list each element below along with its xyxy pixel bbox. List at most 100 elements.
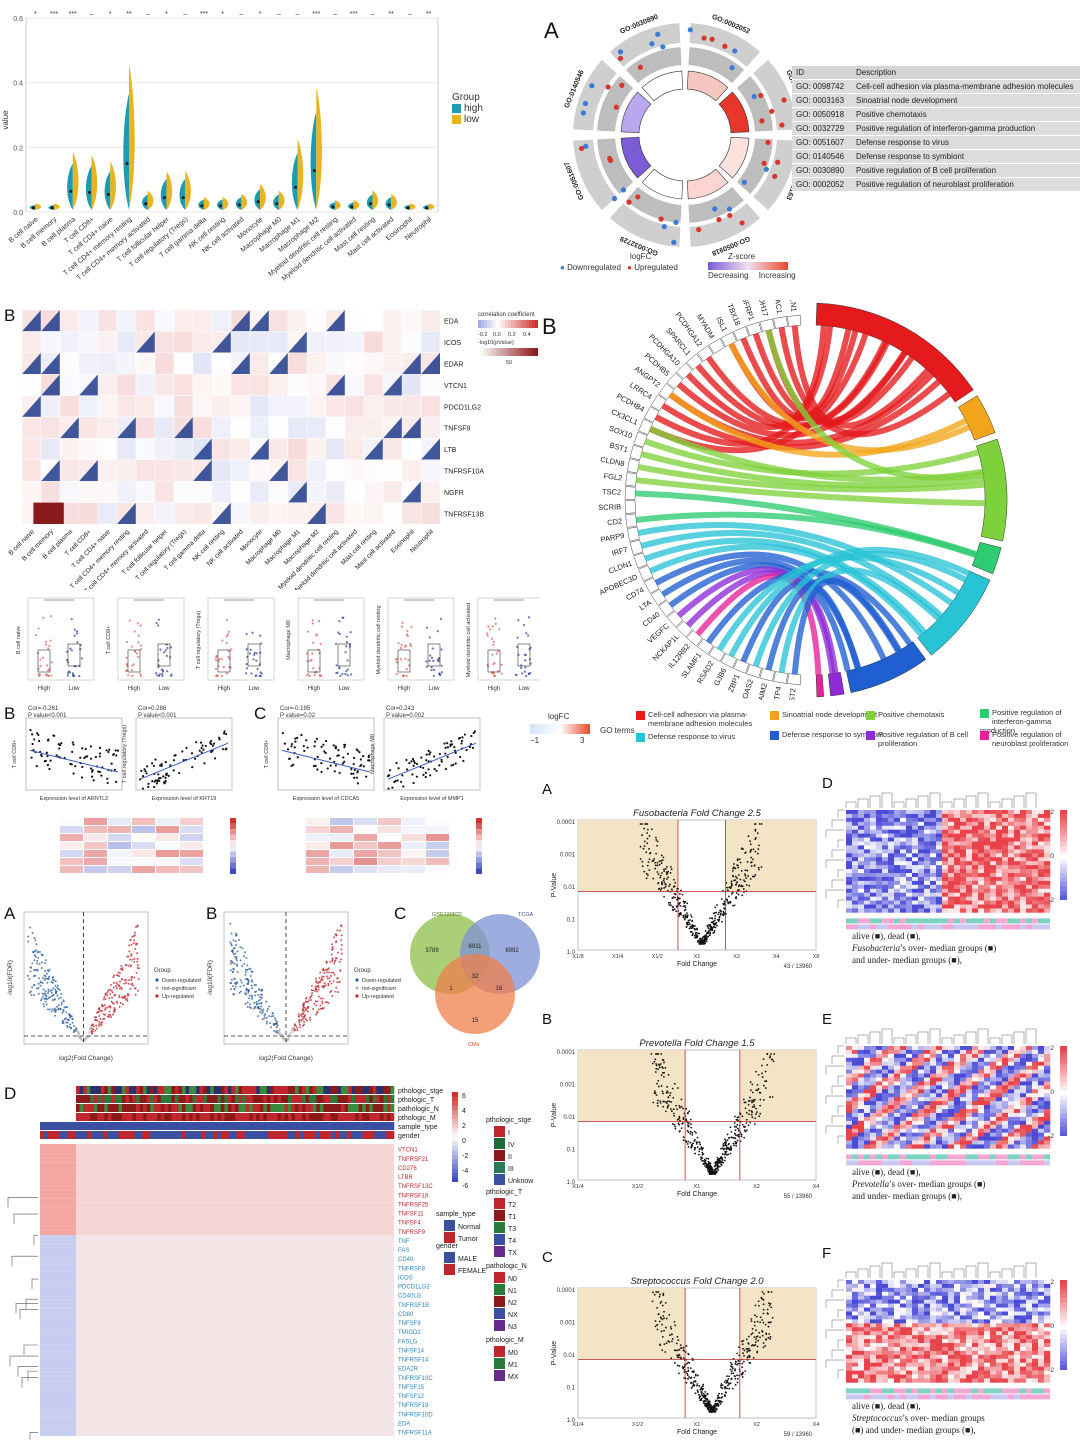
annotation-cell xyxy=(270,1086,274,1094)
microbe-xtick: X1 xyxy=(694,1184,701,1190)
microbe-volcano-point xyxy=(662,1336,664,1338)
microbe-volcano-point xyxy=(661,1324,663,1326)
volcano-point xyxy=(138,967,140,969)
microbe-volcano-point xyxy=(689,923,691,925)
annotation-cell xyxy=(214,1095,218,1103)
microbe-volcano-point xyxy=(652,1102,654,1104)
microbe-heat-cell xyxy=(978,826,984,830)
microbe-volcano-point xyxy=(666,871,668,873)
heatmap-tumor-block xyxy=(76,1208,394,1217)
microbe-volcano-point xyxy=(720,1148,722,1150)
microbe-volcano-point xyxy=(659,877,661,879)
microbe-volcano-point xyxy=(692,1382,694,1384)
volcano-point xyxy=(256,1001,258,1003)
annotation-cell xyxy=(351,1122,355,1130)
microbe-volcano-point xyxy=(756,1352,758,1354)
microbe-heat-cell xyxy=(900,830,906,834)
volcano-point xyxy=(36,962,38,964)
volcano-point xyxy=(261,1012,263,1014)
scatter-point xyxy=(195,741,197,743)
mini-corr-cell xyxy=(60,826,83,833)
volcano-point xyxy=(332,957,334,959)
heatmap-scale-tick: -2 xyxy=(462,1153,468,1160)
volcano-point xyxy=(71,1015,73,1017)
volcano-point xyxy=(249,995,251,997)
microbe-heat-cell xyxy=(996,826,1002,830)
microbe-volcano-point xyxy=(674,1126,676,1128)
annotation-cell xyxy=(80,1095,84,1103)
microbe-volcano-point xyxy=(641,823,643,825)
microbe-volcano-point xyxy=(690,1119,692,1121)
microbe-volcano-point xyxy=(754,838,756,840)
annotation-cell xyxy=(296,1122,300,1130)
microbe-volcano-point xyxy=(722,1143,724,1145)
microbe-heat-cell xyxy=(960,818,966,822)
microbe-heat-cell xyxy=(948,818,954,822)
boxplot-group-label: High xyxy=(218,686,230,692)
heatmap-legend-title: pthologic_M xyxy=(486,1337,524,1344)
annotation-cell xyxy=(334,1086,338,1094)
scatter-point xyxy=(71,763,73,765)
boxplot-point xyxy=(336,672,338,674)
chord-term-swatch xyxy=(866,711,875,720)
volcano-point xyxy=(323,976,325,978)
scatter-point xyxy=(450,764,452,766)
scatter-ylabel: T cell CD8+ xyxy=(264,740,270,769)
corr-cell xyxy=(307,310,326,331)
microbe-volcano-point xyxy=(685,1118,687,1120)
microbe-heat-cell xyxy=(984,822,990,826)
volcano-point xyxy=(103,1013,105,1015)
boxplot-point xyxy=(401,626,403,628)
boxplot-point xyxy=(155,672,157,674)
microbe-heat-cell xyxy=(1026,814,1032,818)
microbe-xtick: X1/4 xyxy=(612,954,623,960)
corr-cell xyxy=(307,331,326,352)
microbe-volcano-point xyxy=(722,1153,724,1155)
boxplot-point xyxy=(217,665,219,667)
microbe-volcano-point xyxy=(728,1375,730,1377)
annotation-cell xyxy=(162,1131,166,1139)
annotation-cell xyxy=(75,1131,79,1139)
microbe-heat-cell xyxy=(918,810,924,814)
volcano-point xyxy=(261,997,263,999)
volcano-b-label: B xyxy=(206,904,217,924)
microbe-heat-cell xyxy=(1014,822,1020,826)
microbe-volcano-point xyxy=(663,887,665,889)
scatter-point xyxy=(81,766,83,768)
scatter-point xyxy=(400,781,402,783)
violin-median-point xyxy=(32,206,35,209)
annotation-cell xyxy=(242,1086,246,1094)
microbe-volcano-point xyxy=(747,1350,749,1352)
annotation-cell xyxy=(174,1122,178,1130)
annotation-cell xyxy=(201,1131,205,1139)
microbe-volcano-point xyxy=(732,875,734,877)
boxplot-point xyxy=(524,666,526,668)
corr-cell xyxy=(22,374,41,395)
microbe-volcano-point xyxy=(646,873,648,875)
volcano-point xyxy=(232,971,234,973)
heatmap-tumor-block xyxy=(76,1153,394,1162)
volcano-point xyxy=(101,1010,103,1012)
microbe-volcano-point xyxy=(723,913,725,915)
corr-cell xyxy=(155,481,174,502)
microbe-volcano-point xyxy=(746,1129,748,1131)
scatter-point xyxy=(115,749,117,751)
annotation-cell xyxy=(260,1113,264,1121)
corr-cell xyxy=(421,396,440,417)
microbe-volcano-point xyxy=(741,1135,743,1137)
corr-cell xyxy=(345,310,364,331)
boxplot-point xyxy=(312,642,314,644)
microbe-heat-cell xyxy=(990,826,996,830)
microbe-volcano-point xyxy=(716,922,718,924)
microbe-ytick: 0.01 xyxy=(563,885,575,891)
microbe-volcano-point xyxy=(726,1375,728,1377)
annotation-cell xyxy=(288,1104,292,1112)
microbe-volcano-point xyxy=(746,1122,748,1124)
volcano-point xyxy=(309,1017,311,1019)
corr-cell xyxy=(136,374,155,395)
microbe-volcano-point xyxy=(732,1388,734,1390)
microbe-heat-cell xyxy=(1002,810,1008,814)
annotation-cell xyxy=(166,1122,170,1130)
microbe-volcano-point xyxy=(728,1388,730,1390)
heatmap-tumor-block xyxy=(76,1144,394,1153)
